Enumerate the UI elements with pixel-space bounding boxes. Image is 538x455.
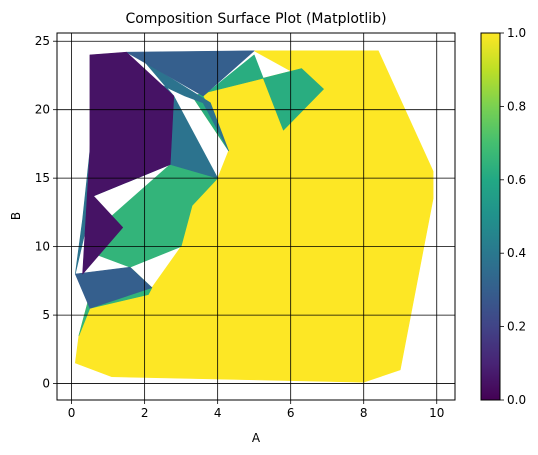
colorbar-tick-label: 0.8 bbox=[507, 99, 526, 113]
colorbar bbox=[480, 32, 501, 401]
surface-region-7 bbox=[82, 51, 175, 275]
y-axis-ticks: 0 5 10 15 20 25 bbox=[35, 34, 57, 391]
surface-regions bbox=[75, 50, 434, 383]
x-tick-label: 4 bbox=[214, 406, 222, 420]
x-tick-label: 10 bbox=[429, 406, 444, 420]
plot-frame bbox=[56, 32, 456, 401]
colorbar-tick-label: 0.2 bbox=[507, 320, 526, 334]
x-tick-label: 2 bbox=[141, 406, 149, 420]
colorbar-tick-label: 0.4 bbox=[507, 246, 526, 260]
x-axis-ticks: 0 2 4 6 8 10 bbox=[68, 400, 444, 420]
x-axis-label: A bbox=[252, 431, 261, 445]
y-axis-label: B bbox=[9, 212, 23, 220]
colorbar-tick-label: 0.6 bbox=[507, 173, 526, 187]
grid-lines bbox=[57, 33, 455, 400]
x-tick-label: 6 bbox=[287, 406, 295, 420]
colorbar-tick-label: 1.0 bbox=[507, 26, 526, 40]
y-tick-label: 25 bbox=[35, 34, 50, 48]
y-tick-label: 10 bbox=[35, 240, 50, 254]
chart-title: Composition Surface Plot (Matplotlib) bbox=[125, 11, 386, 27]
x-tick-label: 8 bbox=[360, 406, 368, 420]
surface-region-6 bbox=[126, 50, 255, 97]
x-tick-label: 0 bbox=[68, 406, 76, 420]
y-tick-label: 15 bbox=[35, 171, 50, 185]
surface-region-5 bbox=[75, 266, 153, 309]
y-tick-label: 5 bbox=[42, 308, 50, 322]
y-tick-label: 0 bbox=[42, 377, 50, 391]
colorbar-tick-label: 0.0 bbox=[507, 393, 526, 407]
colorbar-ticks: 0.0 0.2 0.4 0.6 0.8 1.0 bbox=[500, 26, 526, 407]
y-tick-label: 20 bbox=[35, 103, 50, 117]
